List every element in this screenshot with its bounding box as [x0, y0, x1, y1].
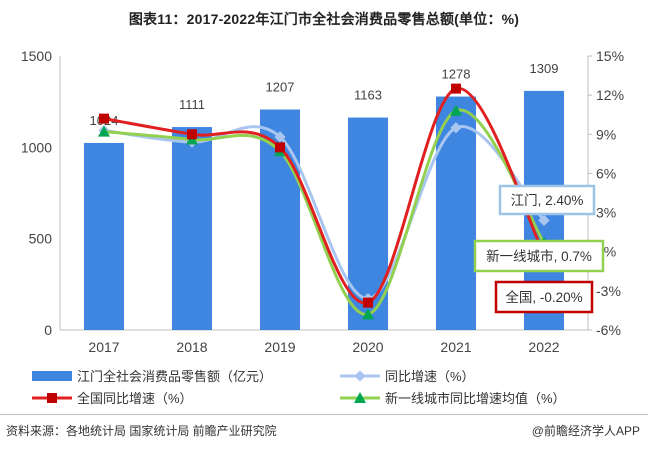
- x-tick-label: 2017: [88, 339, 119, 355]
- x-tick-label: 2021: [440, 339, 471, 355]
- x-tick-label: 2018: [176, 339, 207, 355]
- callout-label: 新一线城市, 0.7%: [486, 248, 592, 264]
- point-national: [363, 297, 373, 308]
- bar: [172, 127, 212, 330]
- footer-divider: [0, 414, 648, 415]
- legend-label-jiangmen: 同比增速（%）: [385, 369, 475, 384]
- point-national: [187, 129, 197, 140]
- chart-title: 图表11：2017-2022年江门市全社会消费品零售总额(单位：%): [128, 11, 520, 27]
- callout-label: 江门, 2.40%: [511, 193, 584, 208]
- legend-label-national: 全国同比增速（%）: [77, 391, 193, 406]
- y-right-tick-label: 15%: [596, 48, 624, 64]
- source-note: 资料来源：各地统计局 国家统计局 前瞻产业研究院: [6, 424, 277, 438]
- callout-box: [498, 184, 596, 216]
- callout-label: 全国, -0.20%: [505, 289, 582, 305]
- y-right-tick-label: 6%: [596, 165, 616, 181]
- y-right-tick-label: 9%: [596, 126, 616, 142]
- y-right-tick-label: 12%: [596, 87, 624, 103]
- bar-value-label: 1309: [530, 61, 559, 76]
- bar: [436, 96, 476, 330]
- point-jiangmen: [274, 131, 286, 143]
- y-right-tick-label: -6%: [596, 322, 621, 338]
- y-right-tick-label: -3%: [596, 283, 621, 299]
- callout-box: [473, 239, 605, 273]
- y-left-tick-label: 0: [44, 322, 52, 338]
- legend-label-tier1: 新一线城市同比增速均值（%）: [385, 391, 566, 406]
- x-tick-label: 2020: [352, 339, 383, 355]
- point-national: [451, 83, 461, 94]
- legend-item-bar: 江门全社会消费品零售额（亿元）: [32, 366, 272, 385]
- y-left-tick-label: 500: [29, 231, 53, 247]
- point-tier1: [450, 104, 462, 116]
- legend-swatch-jiangmen: [340, 369, 380, 382]
- point-national: [99, 113, 109, 124]
- callout-box: [494, 280, 594, 314]
- point-tier1: [98, 125, 110, 137]
- legend-item-jiangmen: 同比增速（%）: [340, 366, 475, 385]
- y-left-tick-label: 1500: [21, 48, 52, 64]
- brand-note: @前瞻经济学人APP: [531, 424, 640, 438]
- point-national: [275, 142, 285, 153]
- bar-value-label: 1163: [354, 88, 382, 103]
- legend-swatch-national: [32, 392, 72, 403]
- bar-value-label: 1278: [442, 67, 471, 82]
- series-line-jiangmen: [103, 125, 546, 301]
- chart: 050010001500-6%-3%0%3%6%9%12%15%10241111…: [21, 48, 624, 355]
- legend-item-tier1: 新一线城市同比增速均值（%）: [340, 388, 566, 407]
- legend-item-national: 全国同比增速（%）: [32, 388, 193, 407]
- y-left-tick-label: 1000: [21, 139, 52, 155]
- legend-label-bar: 江门全社会消费品零售额（亿元）: [77, 369, 273, 384]
- legend-swatch-tier1: [340, 391, 380, 403]
- x-tick-label: 2019: [264, 339, 295, 355]
- bar-value-label: 1111: [179, 97, 205, 112]
- bar: [84, 142, 124, 330]
- point-tier1: [362, 308, 374, 320]
- x-tick-label: 2022: [528, 339, 559, 355]
- bar-value-label: 1207: [266, 80, 295, 95]
- point-jiangmen: [538, 214, 550, 227]
- y-right-tick-label: 3%: [596, 205, 616, 221]
- legend-swatch-bar: [32, 370, 72, 381]
